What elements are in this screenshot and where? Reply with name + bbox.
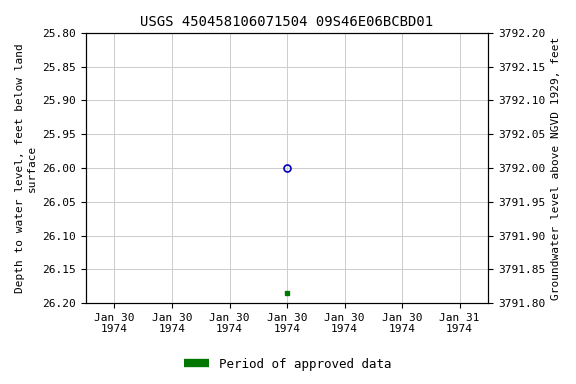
Y-axis label: Groundwater level above NGVD 1929, feet: Groundwater level above NGVD 1929, feet: [551, 36, 561, 300]
Legend: Period of approved data: Period of approved data: [179, 353, 397, 376]
Y-axis label: Depth to water level, feet below land
surface: Depth to water level, feet below land su…: [15, 43, 37, 293]
Title: USGS 450458106071504 09S46E06BCBD01: USGS 450458106071504 09S46E06BCBD01: [141, 15, 434, 29]
